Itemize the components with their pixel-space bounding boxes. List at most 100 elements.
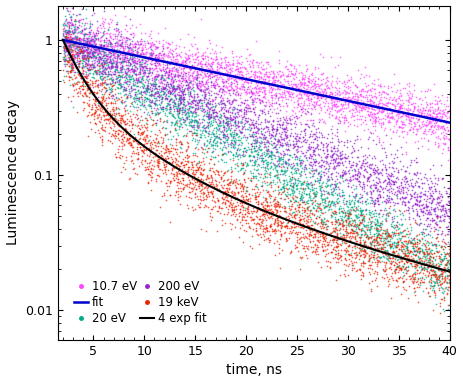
Point [372, 236, 380, 242]
Point [86, 29, 93, 35]
Point [261, 91, 269, 97]
Point [69, 48, 76, 54]
Point [217, 62, 225, 68]
Point [86, 109, 93, 115]
Point [206, 189, 213, 195]
Point [422, 121, 430, 128]
Point [94, 112, 101, 118]
Point [217, 205, 225, 211]
Point [288, 249, 295, 255]
Point [289, 86, 297, 92]
Point [177, 99, 184, 105]
Point [131, 81, 139, 87]
Point [307, 232, 314, 238]
Point [254, 201, 261, 207]
Point [105, 47, 112, 53]
Point [268, 156, 275, 162]
Point [416, 282, 424, 288]
Point [147, 41, 155, 47]
Point [308, 201, 316, 207]
Point [398, 194, 406, 200]
Point [415, 249, 423, 255]
Point [433, 231, 440, 237]
Point [350, 141, 358, 147]
Point [98, 63, 106, 69]
Point [191, 113, 199, 119]
Point [206, 65, 214, 72]
Point [194, 72, 201, 79]
Point [318, 94, 325, 100]
Point [366, 255, 373, 261]
Point [250, 173, 257, 179]
Point [113, 52, 121, 59]
Point [368, 92, 375, 98]
Point [441, 208, 449, 214]
Point [333, 191, 341, 197]
Point [95, 63, 103, 69]
Point [410, 115, 417, 121]
Point [156, 52, 163, 58]
Point [234, 67, 242, 74]
Point [325, 173, 332, 180]
Point [438, 280, 446, 286]
Point [262, 95, 269, 101]
Point [306, 90, 313, 97]
Point [195, 137, 203, 143]
Point [100, 67, 107, 74]
Point [118, 83, 125, 90]
Point [416, 106, 423, 113]
Point [370, 219, 378, 225]
Point [339, 226, 347, 232]
Point [410, 249, 417, 255]
Point [338, 173, 346, 179]
Point [148, 75, 156, 81]
Point [186, 181, 193, 187]
Point [134, 149, 142, 155]
Point [268, 75, 275, 81]
Point [274, 77, 282, 83]
Point [339, 160, 346, 166]
Point [432, 115, 439, 121]
Point [319, 70, 326, 76]
Point [125, 176, 133, 182]
Point [207, 92, 214, 98]
Point [104, 26, 111, 33]
Point [174, 114, 181, 120]
Point [333, 230, 341, 236]
Point [119, 86, 127, 92]
Point [252, 167, 260, 173]
Point [207, 111, 215, 117]
Point [122, 39, 130, 46]
Point [431, 272, 438, 278]
Point [102, 64, 109, 70]
Point [349, 218, 357, 224]
Point [251, 160, 258, 166]
Point [143, 152, 150, 158]
Point [427, 262, 435, 268]
Point [408, 256, 415, 262]
Point [338, 90, 346, 96]
Point [223, 121, 231, 128]
Point [71, 16, 78, 22]
Point [68, 21, 75, 28]
Point [327, 233, 335, 239]
Point [353, 175, 360, 182]
Point [365, 162, 372, 168]
Point [314, 91, 322, 97]
Point [165, 98, 173, 104]
Point [245, 86, 253, 92]
Point [331, 233, 338, 239]
Point [402, 276, 409, 282]
Point [259, 157, 266, 163]
Point [223, 122, 230, 128]
Point [79, 39, 87, 45]
Point [366, 110, 374, 116]
Point [152, 136, 160, 142]
Point [173, 73, 181, 79]
Point [89, 37, 96, 43]
Point [412, 178, 419, 184]
Point [396, 246, 403, 252]
Point [147, 58, 155, 64]
Point [220, 159, 227, 165]
Point [180, 91, 187, 97]
